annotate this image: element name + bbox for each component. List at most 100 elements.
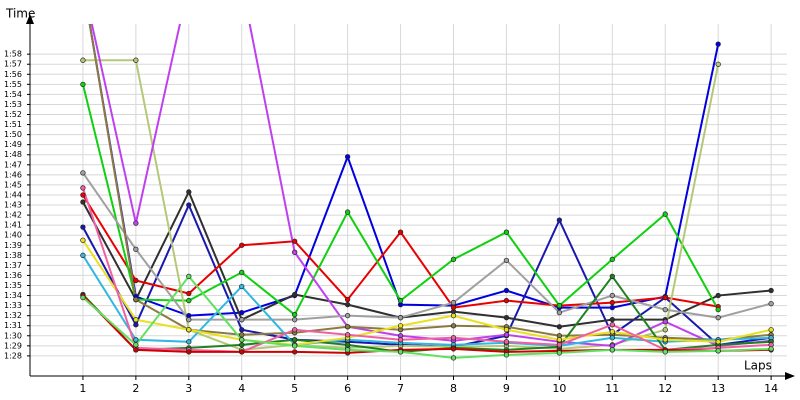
data-point: [292, 343, 298, 349]
data-point: [662, 294, 668, 301]
y-tick-label: 1:32: [4, 311, 22, 320]
data-point: [450, 299, 457, 306]
data-point: [292, 349, 298, 355]
data-point: [344, 313, 351, 319]
series-line: [82, 172, 772, 321]
data-point: [133, 57, 139, 63]
y-tick-label: 1:35: [4, 281, 22, 290]
data-point: [503, 229, 510, 235]
data-point: [450, 355, 457, 361]
data-point: [133, 246, 139, 252]
y-tick-label: 1:42: [4, 211, 22, 220]
data-point: [292, 249, 298, 255]
x-tick-label: 2: [132, 382, 139, 395]
series-line: [82, 294, 772, 354]
data-point: [133, 342, 139, 348]
data-point: [344, 301, 351, 308]
y-tick-label: 1:40: [4, 231, 22, 240]
data-point: [503, 287, 510, 294]
data-point: [450, 313, 457, 319]
series-line: [90, 24, 772, 347]
y-tick-label: 1:43: [4, 201, 22, 210]
data-point: [450, 304, 457, 311]
data-point: [186, 202, 192, 208]
data-point: [397, 337, 404, 343]
data-point: [556, 309, 563, 316]
plot-area: [80, 24, 774, 361]
data-point: [239, 317, 245, 323]
y-tick-label: 1:34: [4, 291, 22, 300]
series-line: [82, 239, 772, 346]
x-axis-arrow: [785, 372, 795, 380]
data-point: [503, 297, 510, 304]
y-tick-label: 1:53: [4, 100, 22, 109]
data-point: [715, 348, 721, 354]
data-point: [609, 299, 615, 306]
data-point: [133, 277, 139, 284]
data-point: [609, 292, 615, 299]
x-tick-label: 14: [764, 382, 778, 395]
x-tick-label: 11: [605, 382, 619, 395]
data-point: [80, 224, 86, 230]
y-tick-label: 1:29: [4, 341, 22, 350]
data-point: [133, 220, 139, 226]
y-tick-label: 1:41: [4, 221, 22, 230]
data-point: [556, 350, 563, 356]
data-point: [80, 57, 86, 63]
data-point: [239, 332, 245, 338]
y-tick-label: 1:45: [4, 180, 22, 189]
x-tick-label: 6: [344, 382, 351, 395]
x-tick-label: 12: [658, 382, 672, 395]
data-point: [556, 337, 563, 343]
data-point: [768, 346, 774, 352]
x-axis-title: Laps: [744, 359, 772, 373]
data-point: [80, 199, 86, 205]
data-point: [344, 296, 351, 303]
data-point: [344, 347, 351, 353]
data-point: [397, 349, 404, 355]
data-point: [768, 327, 774, 333]
data-point: [715, 339, 721, 345]
data-point: [397, 297, 404, 304]
data-point: [503, 352, 510, 358]
data-point: [344, 332, 351, 338]
data-point: [239, 337, 245, 343]
data-point: [344, 342, 351, 348]
data-point: [80, 294, 86, 301]
x-tick-label: 10: [552, 382, 566, 395]
x-tick-label: 1: [79, 382, 86, 395]
data-point: [292, 327, 298, 333]
y-tick-label: 1:38: [4, 251, 22, 260]
x-tick-label: 9: [503, 382, 510, 395]
x-tick-label: 7: [397, 382, 404, 395]
data-point: [609, 347, 615, 353]
data-point: [450, 256, 457, 262]
data-point: [662, 319, 668, 325]
y-tick-label: 1:52: [4, 110, 22, 119]
data-point: [239, 349, 245, 355]
data-point: [133, 322, 139, 328]
data-point: [344, 324, 351, 330]
y-tick-label: 1:31: [4, 321, 22, 330]
data-point: [715, 315, 721, 321]
data-point: [450, 335, 457, 341]
data-point: [662, 306, 668, 313]
data-point: [292, 312, 298, 318]
data-point: [80, 81, 86, 87]
data-point: [503, 315, 510, 321]
x-tick-label: 3: [185, 382, 192, 395]
data-point: [292, 238, 298, 244]
y-tick-label: 1:28: [4, 351, 22, 360]
y-tick-label: 1:33: [4, 301, 22, 310]
data-point: [292, 317, 298, 323]
y-tick-label: 1:57: [4, 60, 22, 69]
data-point: [609, 317, 615, 323]
data-point: [556, 302, 563, 309]
y-axis-title: Time: [5, 7, 35, 21]
y-tick-label: 1:51: [4, 120, 22, 129]
data-point: [239, 269, 245, 276]
data-point: [80, 237, 86, 243]
data-point: [397, 315, 404, 321]
data-point: [556, 217, 563, 223]
